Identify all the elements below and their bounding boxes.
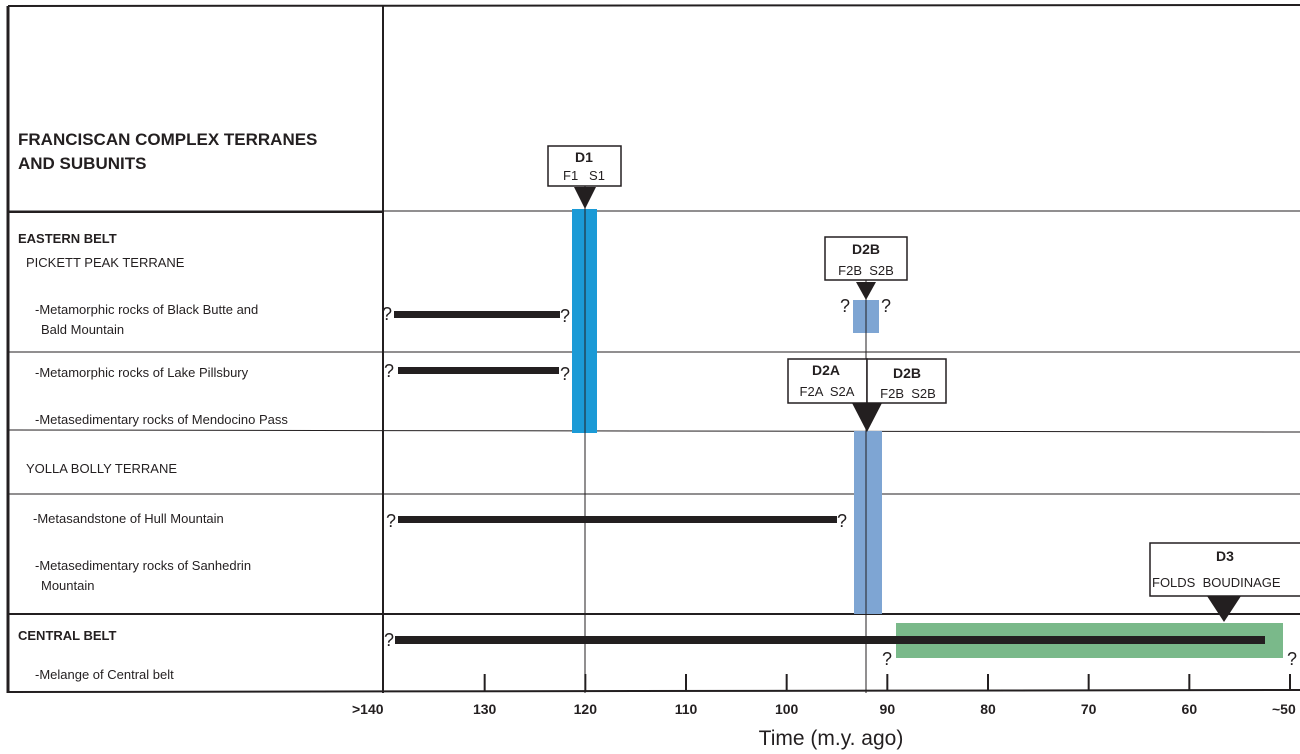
band-d2a bbox=[854, 431, 882, 614]
axis-tick-label-90: 90 bbox=[880, 701, 896, 717]
row-label-pickett-peak: PICKETT PEAK TERRANE bbox=[26, 255, 185, 270]
axis-tick-label-70: 70 bbox=[1081, 701, 1097, 717]
event-box-d1 bbox=[547, 145, 622, 187]
question-mark: ? bbox=[881, 296, 891, 316]
event-title-d2b-upper: D2B bbox=[852, 241, 880, 257]
row-label-sanhedrin-line2: Mountain bbox=[41, 578, 94, 593]
question-mark: ? bbox=[840, 296, 850, 316]
uncertainty-marks: ? ? ? ? ? ? ? ? ? ? ? bbox=[382, 296, 1297, 669]
age-bar-black-butte bbox=[394, 311, 560, 318]
header-title-line1: FRANCISCAN COMPLEX TERRANES bbox=[18, 130, 317, 149]
row-labels: EASTERN BELT PICKETT PEAK TERRANE -Metam… bbox=[18, 231, 288, 682]
event-label-d1: D1 F1 S1 bbox=[547, 145, 622, 209]
event-title-d2a: D2A bbox=[812, 362, 840, 378]
row-label-melange: -Melange of Central belt bbox=[35, 667, 174, 682]
event-title-d1: D1 bbox=[575, 149, 593, 165]
question-mark: ? bbox=[1287, 649, 1297, 669]
event-label-d2b-upper: D2B F2B S2B bbox=[824, 236, 908, 300]
question-mark: ? bbox=[386, 511, 396, 531]
time-axis-title: Time (m.y. ago) bbox=[759, 727, 904, 750]
event-subtitle-d2a: F2A S2A bbox=[800, 384, 855, 399]
event-title-d3: D3 bbox=[1216, 548, 1234, 564]
time-axis-ticks bbox=[483, 674, 1291, 691]
axis-tick-label-110: 110 bbox=[675, 701, 698, 717]
question-mark: ? bbox=[560, 364, 570, 384]
row-label-black-butte-line1: -Metamorphic rocks of Black Butte and bbox=[35, 302, 258, 317]
axis-tick-label-100: 100 bbox=[775, 701, 799, 717]
axis-tick-label-50: ~50 bbox=[1272, 701, 1296, 717]
axis-tick-label-130: 130 bbox=[473, 701, 497, 717]
event-subtitle-d3: FOLDS BOUDINAGE bbox=[1152, 575, 1281, 590]
question-mark: ? bbox=[384, 630, 394, 650]
age-bar-melange bbox=[395, 636, 1265, 644]
question-mark: ? bbox=[837, 511, 847, 531]
event-pointer-d2b-upper bbox=[856, 282, 876, 300]
event-box-d2b-upper bbox=[824, 236, 908, 281]
table-frame bbox=[6, 4, 1300, 693]
axis-tick-label-140: >140 bbox=[352, 701, 384, 717]
event-box-d2b-lower bbox=[866, 358, 947, 404]
age-range-bars bbox=[394, 311, 1265, 644]
axis-tick-label-80: 80 bbox=[980, 701, 996, 717]
age-bar-hull-mountain bbox=[398, 516, 837, 523]
event-subtitle-d2b-lower: F2B S2B bbox=[880, 386, 936, 401]
question-mark: ? bbox=[882, 649, 892, 669]
question-mark: ? bbox=[560, 306, 570, 326]
row-label-eastern-belt: EASTERN BELT bbox=[18, 231, 117, 246]
event-subtitle-d2b-upper: F2B S2B bbox=[838, 263, 894, 278]
event-title-d2b-lower: D2B bbox=[893, 365, 921, 381]
axis-tick-label-120: 120 bbox=[574, 701, 598, 717]
row-label-sanhedrin-line1: -Metasedimentary rocks of Sanhedrin bbox=[35, 558, 251, 573]
row-label-hull-mountain: -Metasandstone of Hull Mountain bbox=[33, 511, 224, 526]
row-label-black-butte-line2: Bald Mountain bbox=[41, 322, 124, 337]
axis-tick-label-60: 60 bbox=[1182, 701, 1198, 717]
question-mark: ? bbox=[384, 361, 394, 381]
header-title-line2: AND SUBUNITS bbox=[18, 154, 146, 173]
event-pointer-d2a bbox=[852, 403, 882, 432]
row-label-yolla-bolly: YOLLA BOLLY TERRANE bbox=[26, 461, 177, 476]
event-label-d2a-d2b: D2A F2A S2A D2B F2B S2B bbox=[787, 358, 947, 432]
row-label-lake-pillsbury: -Metamorphic rocks of Lake Pillsbury bbox=[35, 365, 249, 380]
row-label-mendocino-pass: -Metasedimentary rocks of Mendocino Pass bbox=[35, 412, 288, 427]
event-subtitle-d1: F1 S1 bbox=[563, 168, 605, 183]
time-axis-labels: >140 130 120 110 100 90 80 70 60 ~50 bbox=[352, 701, 1296, 717]
age-bar-lake-pillsbury bbox=[398, 367, 559, 374]
event-box-d2a bbox=[787, 358, 868, 404]
event-pointer-d3 bbox=[1207, 596, 1241, 622]
row-label-central-belt: CENTRAL BELT bbox=[18, 628, 117, 643]
question-mark: ? bbox=[382, 304, 392, 324]
event-label-d3: D3 FOLDS BOUDINAGE bbox=[1149, 542, 1300, 622]
event-pointer-d1 bbox=[574, 187, 596, 209]
